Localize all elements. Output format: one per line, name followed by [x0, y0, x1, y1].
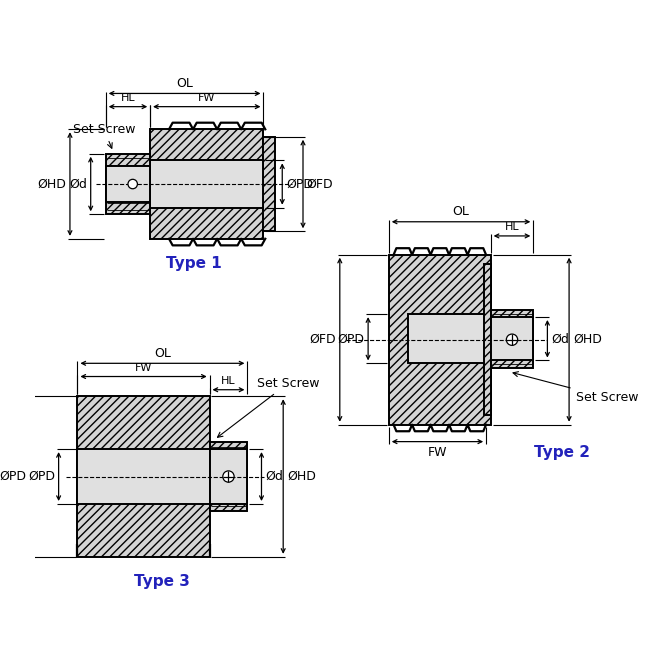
Bar — [150, 129, 263, 239]
Bar — [408, 314, 533, 363]
Text: HL: HL — [121, 93, 135, 103]
Bar — [78, 449, 247, 504]
Text: ØHD: ØHD — [38, 178, 66, 190]
Bar — [210, 442, 247, 511]
Text: ØPD: ØPD — [337, 332, 364, 345]
Text: Type 2: Type 2 — [533, 446, 590, 460]
Circle shape — [223, 471, 234, 482]
Text: FW: FW — [135, 362, 152, 373]
Text: ØPD: ØPD — [286, 178, 313, 190]
Text: OL: OL — [453, 205, 470, 218]
Text: ØFD: ØFD — [310, 333, 336, 346]
Text: Ød: Ød — [69, 178, 87, 190]
Text: Ød: Ød — [265, 470, 283, 483]
Text: Set Screw: Set Screw — [218, 377, 320, 438]
Bar — [491, 317, 533, 360]
Text: Type 3: Type 3 — [135, 574, 190, 589]
Text: Set Screw: Set Screw — [73, 123, 135, 148]
Bar — [491, 310, 533, 368]
Text: Set Screw: Set Screw — [513, 372, 639, 404]
Text: Type 1: Type 1 — [166, 256, 222, 271]
Text: FW: FW — [198, 93, 216, 103]
Text: ØHD: ØHD — [573, 333, 602, 346]
Text: ØPD: ØPD — [0, 470, 27, 483]
Bar — [106, 154, 150, 214]
Text: OL: OL — [154, 346, 171, 360]
Text: ØFD: ØFD — [307, 178, 334, 190]
Bar — [150, 160, 263, 208]
Bar — [484, 264, 491, 415]
Text: ØPD: ØPD — [28, 470, 55, 483]
Text: HL: HL — [505, 222, 519, 232]
Bar — [263, 137, 275, 231]
Text: ØHD: ØHD — [287, 470, 316, 483]
Text: Ød: Ød — [551, 332, 569, 345]
Bar — [389, 255, 491, 425]
Circle shape — [128, 180, 137, 189]
Bar — [210, 449, 247, 504]
Circle shape — [507, 334, 518, 345]
Text: FW: FW — [427, 446, 447, 460]
Bar — [106, 166, 150, 202]
Text: HL: HL — [221, 376, 236, 386]
Bar — [78, 397, 210, 557]
Text: OL: OL — [176, 76, 193, 90]
